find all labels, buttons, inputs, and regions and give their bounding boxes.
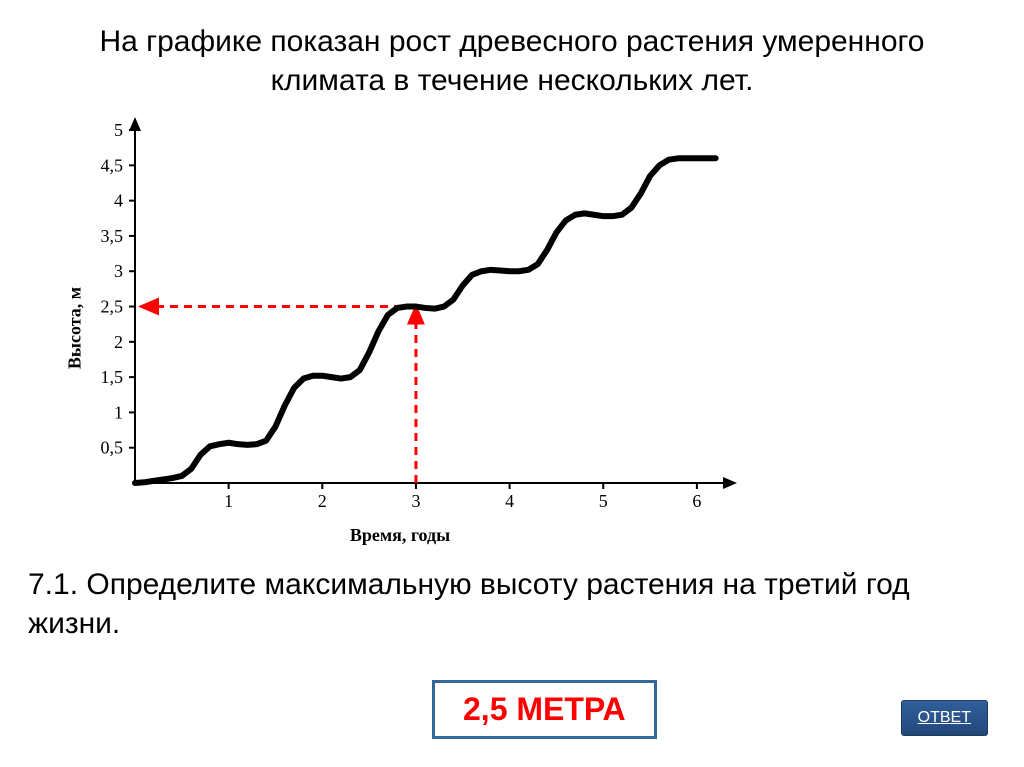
svg-text:2: 2 [318,491,327,511]
svg-text:5: 5 [599,491,608,511]
x-axis-label: Время, годы [350,525,450,546]
svg-text:0,5: 0,5 [101,438,124,458]
svg-text:3: 3 [411,491,420,511]
y-axis-label: Высота, м [65,286,86,368]
svg-text:4: 4 [505,491,514,511]
chart-svg: 0,5 1 1,5 2 2,5 3 3,5 4 4,5 5 1 2 3 4 5 6 [40,115,760,540]
svg-text:1: 1 [224,491,233,511]
svg-text:2: 2 [114,332,123,352]
svg-text:2,5: 2,5 [101,297,124,317]
svg-text:5: 5 [114,120,123,140]
growth-chart: 0,511,522,533,544,55123456 Высота, м Вре… [40,115,760,540]
answer-box: 2,5 МЕТРА [432,680,657,739]
svg-text:4,5: 4,5 [101,155,124,175]
question-text: 7.1. Определите максимальную высоту раст… [28,565,948,643]
svg-text:1,5: 1,5 [101,367,124,387]
answer-button[interactable]: ОТВЕТ [901,700,988,736]
svg-text:3,5: 3,5 [101,226,124,246]
svg-text:6: 6 [692,491,701,511]
answer-value: 2,5 МЕТРА [463,691,626,727]
svg-text:1: 1 [114,402,123,422]
svg-text:3: 3 [114,261,123,281]
page-title: На графике показан рост древесного расте… [0,0,1024,110]
svg-text:4: 4 [114,191,123,211]
